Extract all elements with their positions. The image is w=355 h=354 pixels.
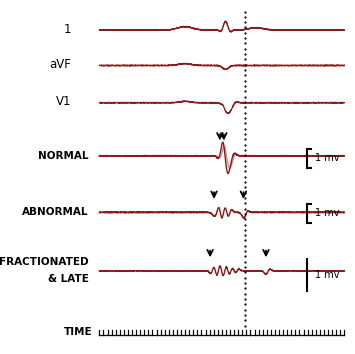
Text: 1 mv: 1 mv <box>315 270 339 280</box>
Text: TIME: TIME <box>64 327 92 337</box>
Text: aVF: aVF <box>49 58 71 71</box>
Text: 1 mv: 1 mv <box>315 153 339 164</box>
Text: NORMAL: NORMAL <box>38 151 89 161</box>
Text: FRACTIONATED: FRACTIONATED <box>0 257 89 267</box>
Text: 1: 1 <box>64 23 71 36</box>
Text: 1 mv: 1 mv <box>315 208 339 218</box>
Text: & LATE: & LATE <box>48 274 89 284</box>
Text: ABNORMAL: ABNORMAL <box>22 207 89 217</box>
Text: V1: V1 <box>55 96 71 108</box>
